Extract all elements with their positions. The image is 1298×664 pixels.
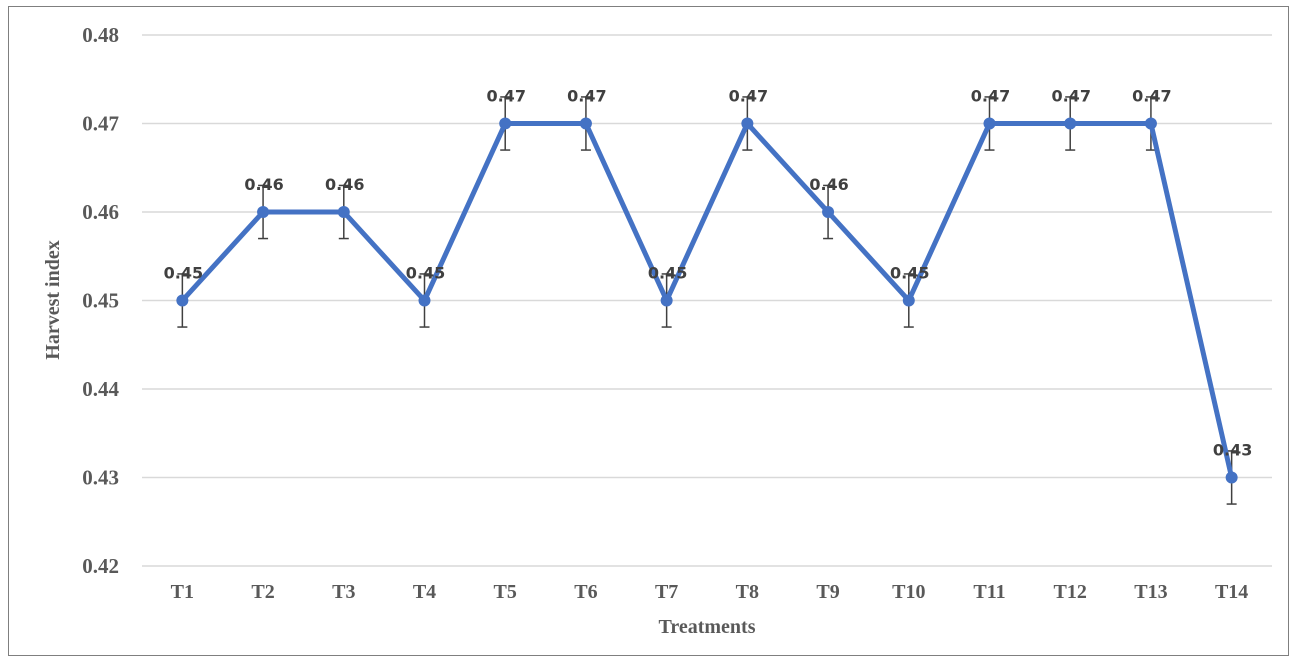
data-label: 0.47 (729, 87, 768, 106)
data-label: 0.45 (406, 264, 445, 283)
y-axis-title: Harvest index (42, 240, 64, 359)
data-labels: 0.45 0.46 0.46 0.45 0.47 0.47 0.45 0.47 0.46 0.45… (164, 87, 1253, 460)
x-tick-label: T1 (171, 581, 194, 603)
y-tick-label: 0.43 (82, 466, 119, 490)
series-line (180, 121, 1235, 479)
data-point (822, 206, 835, 218)
x-tick-label: T2 (251, 581, 274, 603)
data-point (499, 117, 512, 130)
x-tick-label: T9 (816, 581, 839, 603)
data-point (337, 206, 350, 218)
data-point (257, 206, 270, 218)
data-point (579, 117, 592, 130)
x-tick-label: T13 (1134, 581, 1167, 603)
data-label: 0.46 (809, 175, 848, 194)
gridlines (142, 34, 1272, 567)
y-axis-ticks: 0.42 0.43 0.44 0.45 0.46 0.47 0.48 (82, 23, 119, 578)
data-label: 0.45 (164, 264, 203, 283)
x-tick-label: T10 (892, 581, 925, 603)
data-point (1064, 117, 1077, 130)
data-point (176, 294, 189, 307)
x-axis-ticks: T1 T2 T3 T4 T5 T6 T7 T8 T9 T10 T11 T12 T13 T14 (171, 581, 1249, 603)
y-tick-label: 0.44 (82, 377, 119, 401)
data-label: 0.47 (1132, 87, 1171, 106)
data-point (1225, 471, 1238, 484)
data-label: 0.47 (486, 87, 525, 106)
data-point (418, 294, 431, 307)
data-point (983, 117, 996, 130)
x-axis-title: Treatments (658, 616, 755, 638)
data-label: 0.45 (648, 264, 687, 283)
data-label: 0.47 (567, 87, 606, 106)
data-label: 0.45 (890, 264, 929, 283)
data-point (741, 117, 754, 130)
chart-frame (8, 6, 1289, 656)
y-tick-label: 0.48 (82, 23, 119, 47)
y-tick-label: 0.47 (82, 112, 119, 136)
x-tick-label: T3 (332, 581, 355, 603)
data-label: 0.46 (244, 175, 283, 194)
x-tick-label: T8 (736, 581, 759, 603)
series-markers (176, 117, 1238, 484)
y-tick-label: 0.42 (82, 554, 119, 578)
data-label: 0.47 (1051, 87, 1090, 106)
data-label: 0.43 (1213, 441, 1252, 460)
x-tick-label: T6 (574, 581, 597, 603)
data-label: 0.47 (971, 87, 1010, 106)
x-tick-label: T5 (494, 581, 517, 603)
data-point (660, 294, 673, 307)
x-tick-label: T4 (413, 581, 436, 603)
x-tick-label: T11 (973, 581, 1005, 603)
data-point (1144, 117, 1157, 130)
data-label: 0.46 (325, 175, 364, 194)
x-tick-label: T7 (655, 581, 678, 603)
x-tick-label: T12 (1054, 581, 1087, 603)
y-tick-label: 0.46 (82, 200, 119, 224)
data-point (902, 294, 915, 307)
x-tick-label: T14 (1215, 581, 1248, 603)
y-tick-label: 0.45 (82, 289, 119, 313)
